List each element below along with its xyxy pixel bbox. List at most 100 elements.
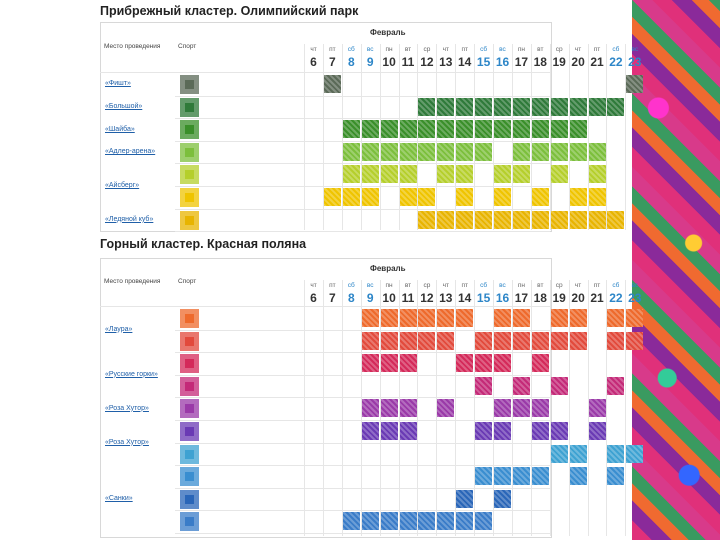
event-cell xyxy=(550,97,568,116)
event-cell xyxy=(626,444,644,463)
column-line xyxy=(304,280,305,536)
date: 22 xyxy=(609,291,623,305)
column-line xyxy=(474,280,476,536)
event-cell xyxy=(418,120,436,139)
date: 20 xyxy=(571,55,585,69)
event-cell xyxy=(475,422,493,440)
date: 7 xyxy=(329,291,336,305)
date: 21 xyxy=(590,291,604,305)
row-line xyxy=(175,533,550,534)
event-cell xyxy=(531,399,549,418)
event-cell xyxy=(588,165,606,184)
weekday: пн xyxy=(517,282,525,289)
weekday: чт xyxy=(310,46,317,53)
date: 18 xyxy=(533,291,547,305)
date: 19 xyxy=(552,55,566,69)
event-cell xyxy=(588,142,606,161)
column-line xyxy=(322,44,324,230)
event-cell xyxy=(607,444,625,463)
column-line xyxy=(606,280,608,536)
event-cell xyxy=(512,467,530,486)
event-cell xyxy=(607,210,625,229)
weekday: вс xyxy=(366,46,374,53)
weekday: сб xyxy=(480,282,488,289)
row-line xyxy=(175,420,550,421)
event-cell xyxy=(342,512,360,531)
row-line xyxy=(175,140,550,142)
date: 23 xyxy=(628,291,642,305)
column-line xyxy=(322,280,324,536)
date: 18 xyxy=(533,55,547,69)
event-cell xyxy=(475,512,493,531)
date: 9 xyxy=(366,291,374,305)
venue-name: «Русские горки» xyxy=(105,370,158,378)
event-cell xyxy=(550,376,568,395)
row-line xyxy=(175,118,550,120)
column-line xyxy=(360,44,362,230)
venue-header: Место проведения xyxy=(104,43,161,50)
venue-name: «Фишт» xyxy=(105,80,131,88)
date: 8 xyxy=(347,291,355,305)
weekday: чт xyxy=(574,46,582,53)
section-title: Горный кластер. Красная поляна xyxy=(100,237,307,251)
event-cell xyxy=(512,142,530,161)
sport-icon xyxy=(180,376,199,396)
venue-name: «Айсберг» xyxy=(105,182,140,189)
event-cell xyxy=(607,376,625,395)
venue-name: «Большой» xyxy=(105,102,143,110)
event-cell xyxy=(626,75,644,93)
column-line xyxy=(304,44,305,230)
event-cell xyxy=(361,331,379,350)
sport-icon xyxy=(180,210,199,230)
event-cell xyxy=(456,97,474,116)
event-cell xyxy=(380,399,398,418)
event-cell xyxy=(418,512,436,531)
column-line xyxy=(549,44,551,230)
event-cell xyxy=(588,210,606,229)
event-cell xyxy=(323,188,341,206)
event-cell xyxy=(512,120,530,139)
event-cell xyxy=(494,309,511,327)
event-cell xyxy=(626,331,644,350)
column-line xyxy=(606,44,608,230)
weekday: пт xyxy=(461,46,468,53)
event-cell xyxy=(399,512,417,531)
weekday: сб xyxy=(480,46,488,53)
date: 17 xyxy=(514,291,529,305)
weekday: пт xyxy=(461,282,468,289)
event-cell xyxy=(361,188,379,206)
event-cell xyxy=(399,354,417,373)
row-line xyxy=(175,465,550,467)
sport-icon xyxy=(180,512,199,532)
event-cell xyxy=(588,188,606,206)
column-line xyxy=(568,44,570,230)
column-line xyxy=(436,44,438,230)
column-line xyxy=(625,280,627,536)
event-cell xyxy=(475,97,493,116)
month-header: Февраль xyxy=(370,264,406,273)
event-cell xyxy=(569,97,587,116)
date: 13 xyxy=(439,55,453,69)
event-cell xyxy=(437,97,455,116)
column-line xyxy=(530,44,532,230)
venue-name: «Шайба» xyxy=(105,125,135,133)
event-cell xyxy=(531,331,549,350)
weekday: вт xyxy=(537,282,544,289)
date: 13 xyxy=(439,291,453,305)
column-line xyxy=(417,280,419,536)
date: 22 xyxy=(609,55,623,69)
column-line xyxy=(493,280,494,536)
event-cell xyxy=(607,467,625,486)
date: 9 xyxy=(366,55,374,69)
column-line xyxy=(455,280,457,536)
event-cell xyxy=(399,165,417,184)
weekday: пн xyxy=(385,46,393,53)
event-cell xyxy=(342,165,360,184)
column-line xyxy=(379,280,381,536)
event-cell xyxy=(361,142,379,161)
event-cell xyxy=(626,309,644,327)
event-cell xyxy=(323,75,341,93)
weekday: чт xyxy=(574,282,582,289)
date: 11 xyxy=(401,291,415,305)
date: 12 xyxy=(420,55,434,69)
